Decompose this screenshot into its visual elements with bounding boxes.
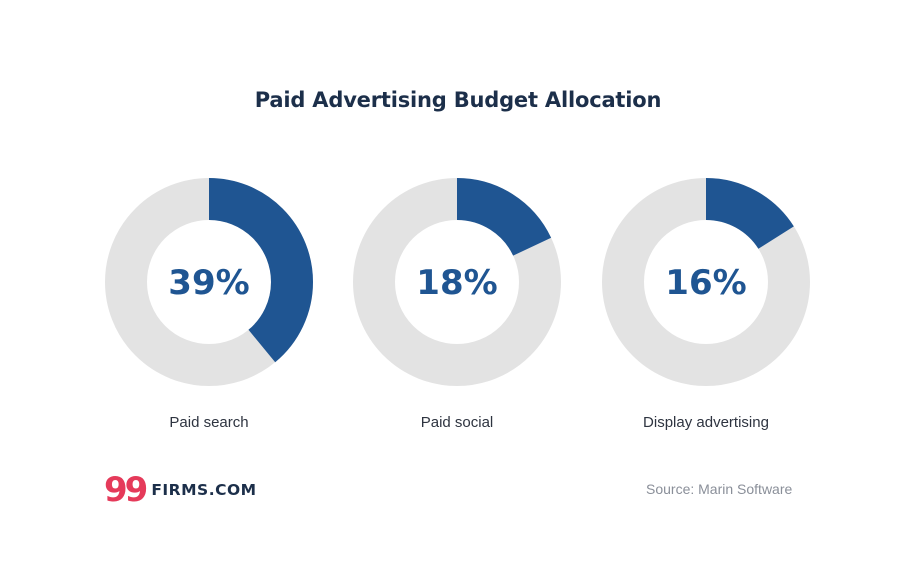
donut-arc-paid-social	[353, 178, 561, 386]
logo-text: FIRMS.COM	[151, 481, 257, 499]
source-note: Source: Marin Software	[646, 481, 793, 497]
logo-mark: 99	[104, 470, 148, 510]
donut-arc-paid-search	[105, 178, 313, 386]
donut-value-paid-social: 18%	[416, 263, 497, 303]
donut-label-paid-search: Paid search	[169, 414, 249, 431]
donut-value-paid-search: 39%	[168, 263, 249, 303]
donut-value-display-advertising: 16%	[665, 263, 746, 303]
donut-label-paid-social: Paid social	[420, 414, 494, 431]
brand-logo[interactable]: 99 FIRMS.COM	[104, 470, 257, 510]
donut-chart-paid-search: 39%	[99, 172, 319, 392]
donut-svg-paid-social: 18%	[353, 178, 561, 386]
donut-arc-display-advertising	[602, 178, 810, 386]
donut-svg-display-advertising: 16%	[602, 178, 810, 386]
donut-svg-paid-search: 39%	[105, 178, 313, 386]
donut-chart-paid-social: 18%	[347, 172, 567, 392]
donut-label-display-advertising: Display advertising	[643, 414, 769, 431]
donut-chart-display-advertising: 16%	[596, 172, 816, 392]
chart-title: Paid Advertising Budget Allocation	[254, 88, 662, 112]
